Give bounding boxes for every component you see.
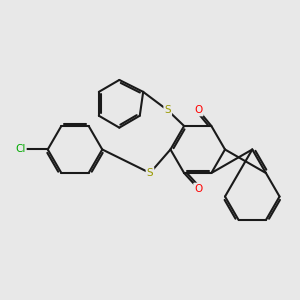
Text: Cl: Cl [15, 145, 26, 154]
Text: S: S [147, 168, 153, 178]
Text: S: S [164, 105, 171, 115]
Text: O: O [194, 105, 202, 115]
Text: O: O [194, 184, 202, 194]
